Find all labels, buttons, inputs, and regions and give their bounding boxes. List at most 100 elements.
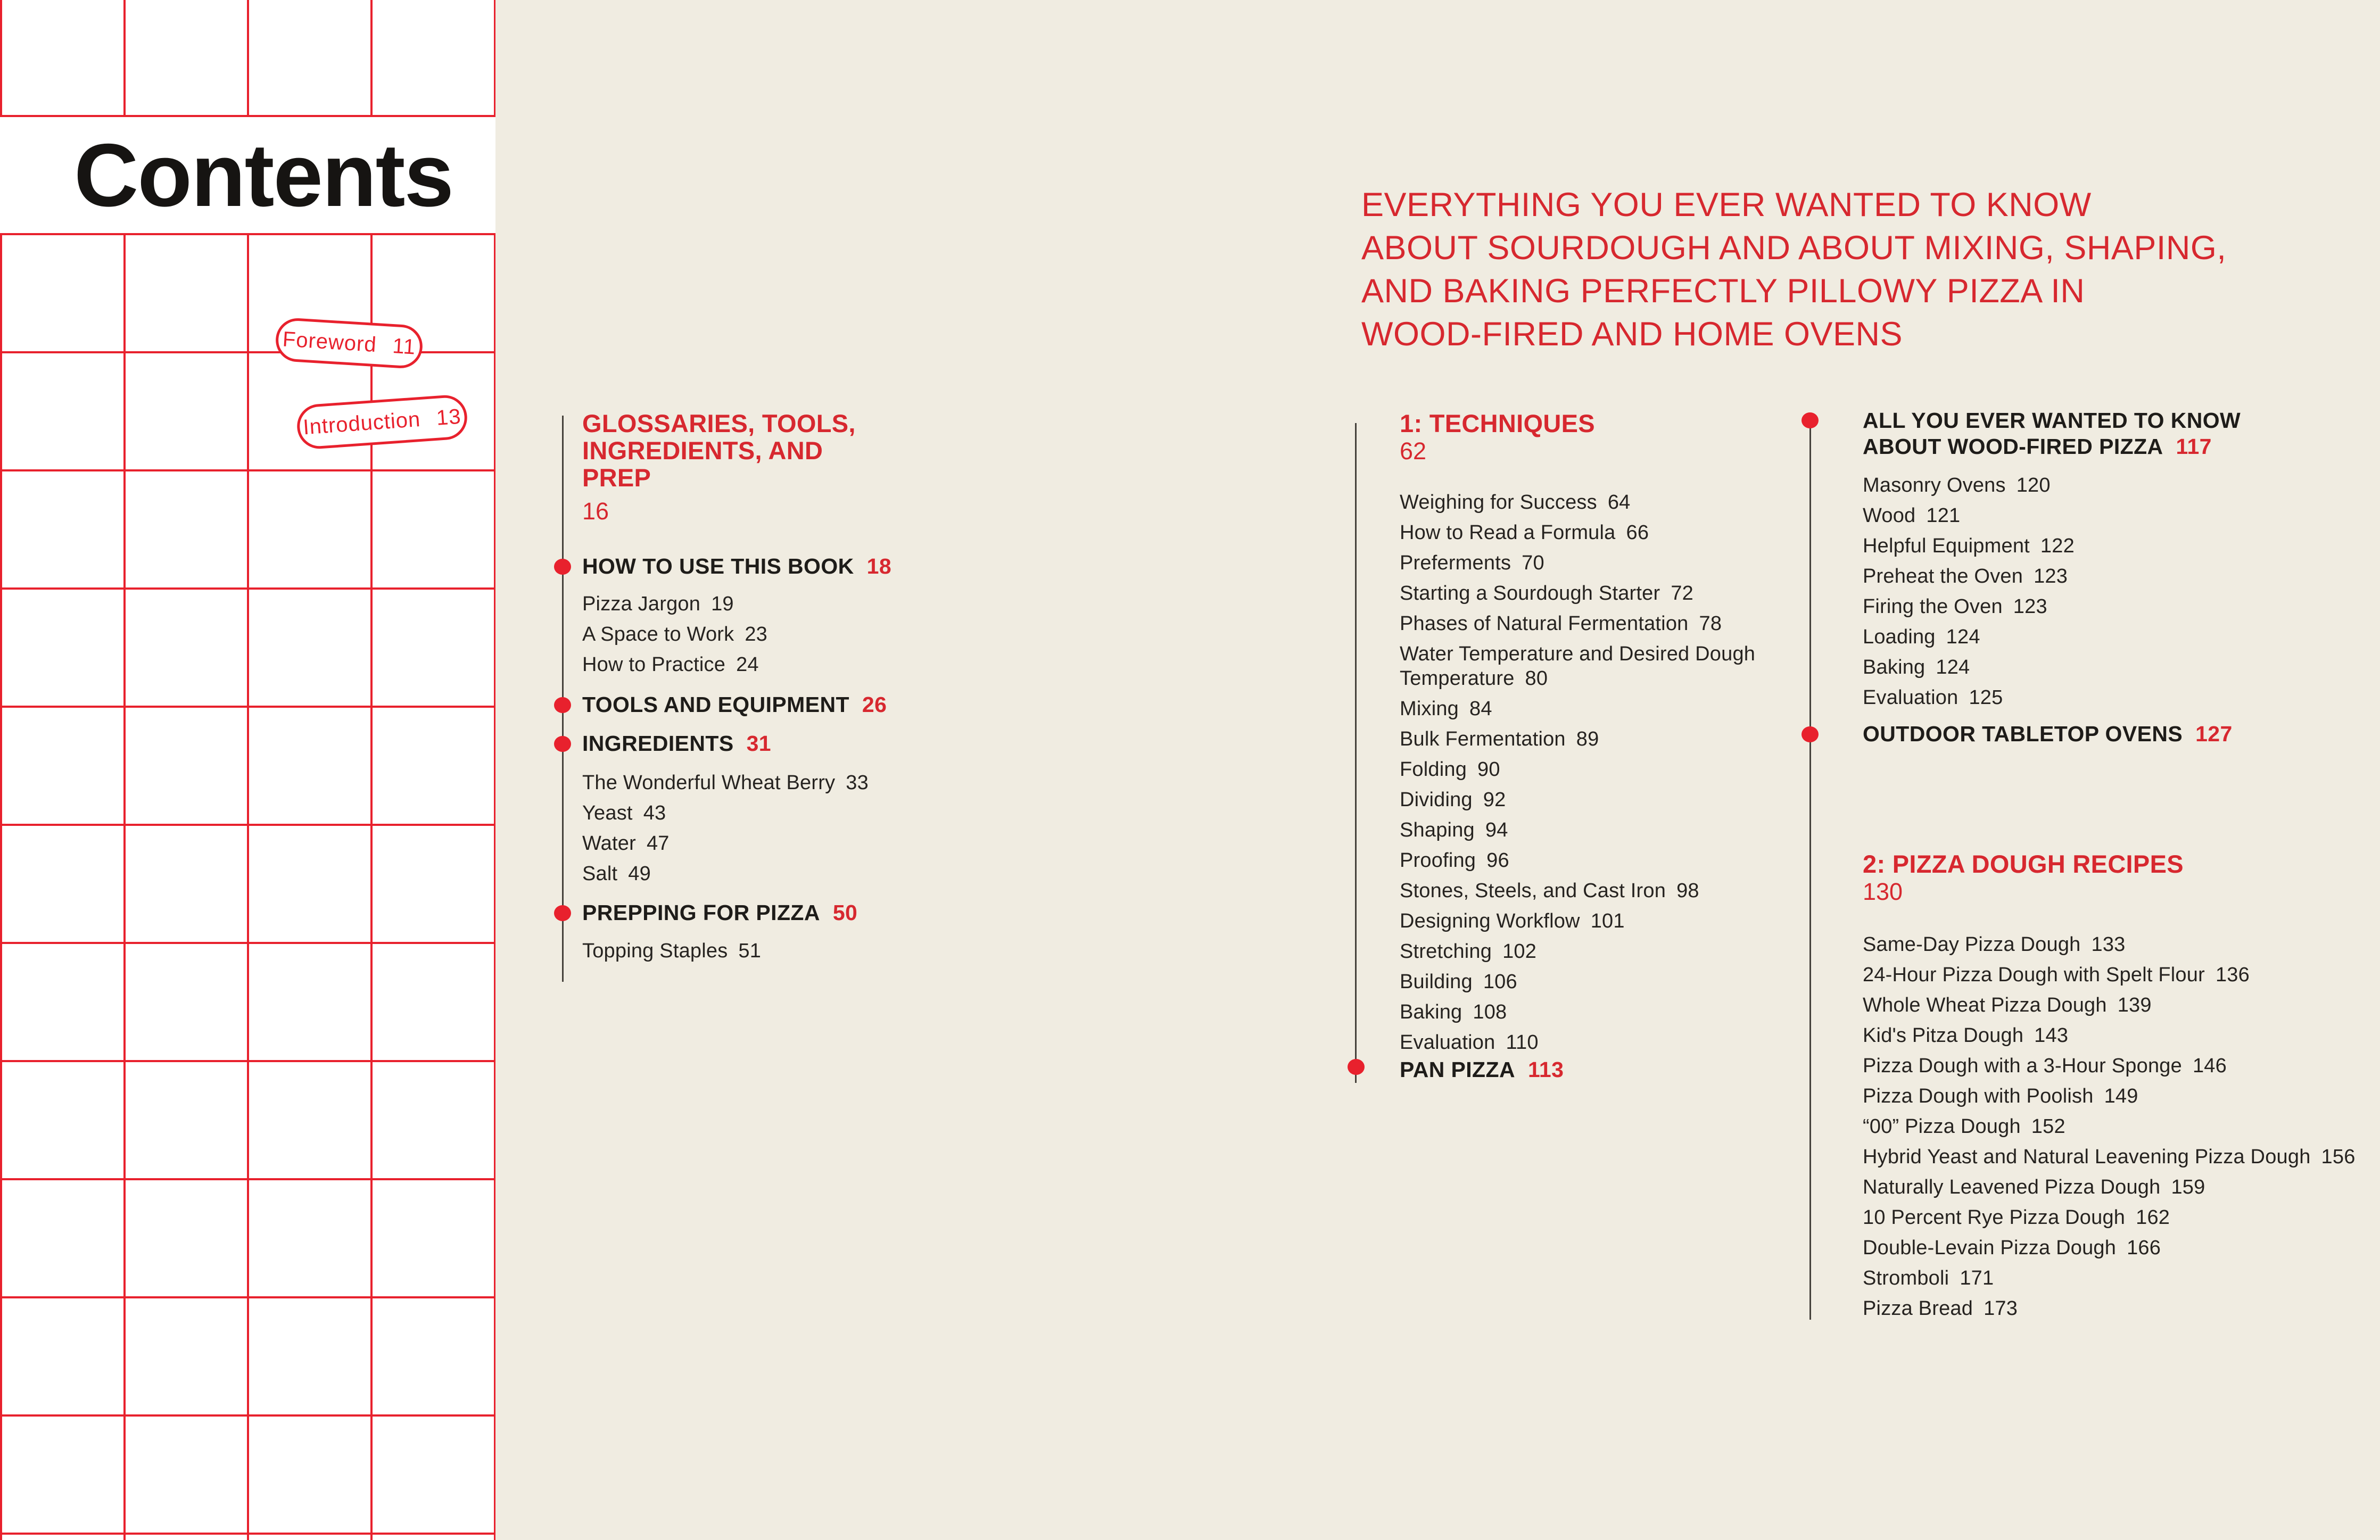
toc-item-label: 24-Hour Pizza Dough with Spelt Flour <box>1863 964 2205 986</box>
toc-item-page: 173 <box>1984 1297 2018 1320</box>
toc-item-page: 23 <box>745 623 767 645</box>
toc-item-page: 123 <box>2034 565 2068 587</box>
toc-item: The Wonderful Wheat Berry 33 <box>582 771 869 795</box>
toc-item-label: Loading <box>1863 626 1936 648</box>
toc-item-page: 96 <box>1486 849 1509 872</box>
toc-header-label: TOOLS AND EQUIPMENT <box>582 692 849 717</box>
toc-header-line: ALL YOU EVER WANTED TO KNOW <box>1863 408 2241 433</box>
toc-item-label: Yeast <box>582 802 633 824</box>
toc-item-label: Bulk Fermentation <box>1400 728 1566 750</box>
toc-item: Pizza Dough with a 3-Hour Sponge 146 <box>1863 1054 2356 1078</box>
toc-item-page: 110 <box>1506 1031 1539 1054</box>
toc-item-label: Stromboli <box>1863 1267 1949 1289</box>
toc-header-prepping-for-pizza: PREPPING FOR PIZZA 50 <box>582 900 857 925</box>
toc-item-page: 124 <box>1936 656 1970 678</box>
toc-item-page: 106 <box>1483 971 1517 993</box>
toc-item-page: 47 <box>646 832 670 855</box>
toc-item: A Space to Work 23 <box>582 622 767 647</box>
toc-item-page: 146 <box>2192 1055 2227 1077</box>
section-page-number: 62 <box>1400 437 1427 465</box>
toc-item: Double-Levain Pizza Dough 166 <box>1863 1236 2356 1260</box>
toc-item: Helpful Equipment 122 <box>1863 534 2075 558</box>
toc-item: Hybrid Yeast and Natural Leavening Pizza… <box>1863 1145 2356 1169</box>
toc-item-label: Naturally Leavened Pizza Dough <box>1863 1176 2161 1198</box>
toc-item-page: 143 <box>2034 1024 2069 1047</box>
section-title-glossaries: GLOSSARIES, TOOLS, INGREDIENTS, AND PREP <box>582 410 856 491</box>
introduction-label: Introduction <box>302 407 422 439</box>
toc-item: Weighing for Success 64 <box>1400 490 1772 515</box>
contents-title-band: Contents <box>0 117 495 233</box>
toc-item-label: Weighing for Success <box>1400 491 1597 514</box>
toc-item-label: Kid's Pitza Dough <box>1863 1024 2024 1047</box>
toc-item-page: 152 <box>2031 1115 2065 1138</box>
toc-item-label: Helpful Equipment <box>1863 535 2030 557</box>
toc-header-label: HOW TO USE THIS BOOK <box>582 554 854 578</box>
toc-item: Pizza Bread 173 <box>1863 1296 2356 1321</box>
section-title-techniques: 1: TECHNIQUES <box>1400 409 1595 437</box>
toc-item: Salt 49 <box>582 862 869 886</box>
toc-item-page: 80 <box>1525 667 1548 690</box>
toc-item: Shaping 94 <box>1400 818 1772 842</box>
toc-item-page: 121 <box>1926 504 1961 527</box>
toc-item-list: Same-Day Pizza Dough 133 24-Hour Pizza Do… <box>1863 932 2356 1327</box>
toc-item-page: 70 <box>1522 552 1544 574</box>
toc-item-page: 122 <box>2040 535 2075 557</box>
toc-item-page: 156 <box>2321 1146 2356 1168</box>
toc-item: Stretching 102 <box>1400 939 1772 964</box>
toc-header-tools-and-equipment: TOOLS AND EQUIPMENT 26 <box>582 692 887 717</box>
toc-item-label: Topping Staples <box>582 940 728 962</box>
toc-item-page: 123 <box>2013 595 2047 618</box>
column3-rule <box>1809 426 1811 1320</box>
bullet-icon <box>1348 1059 1365 1075</box>
headline: EVERYTHING YOU EVER WANTED TO KNOW ABOUT… <box>1361 184 2226 356</box>
toc-item-label: The Wonderful Wheat Berry <box>582 772 836 794</box>
toc-item-page: 120 <box>2016 474 2051 496</box>
toc-header-line: ABOUT WOOD-FIRED PIZZA 117 <box>1863 434 2212 459</box>
toc-item-page: 102 <box>1502 940 1537 963</box>
toc-item-label: Baking <box>1863 656 1926 678</box>
toc-item-page: 64 <box>1607 491 1631 514</box>
bullet-icon <box>1801 412 1819 428</box>
toc-item-label: Masonry Ovens <box>1863 474 2006 496</box>
toc-item-page: 101 <box>1590 910 1625 932</box>
toc-item: Starting a Sourdough Starter 72 <box>1400 581 1772 606</box>
grid-panel: Contents Foreword 11 Introduction 13 <box>0 0 495 1540</box>
toc-item: Stones, Steels, and Cast Iron 98 <box>1400 879 1772 903</box>
bullet-icon <box>1801 726 1819 742</box>
toc-item-label: Pizza Dough with a 3-Hour Sponge <box>1863 1055 2182 1077</box>
toc-item: Same-Day Pizza Dough 133 <box>1863 932 2356 957</box>
toc-item-label: Wood <box>1863 504 1916 527</box>
toc-item: Designing Workflow 101 <box>1400 909 1772 933</box>
toc-item: Water Temperature and Desired Dough Temp… <box>1400 642 1772 691</box>
toc-item-page: 94 <box>1485 819 1508 841</box>
toc-item-label: Same-Day Pizza Dough <box>1863 933 2081 956</box>
toc-item-list: The Wonderful Wheat Berry 33 Yeast 43 Wate… <box>582 771 869 892</box>
toc-item-label: Pizza Dough with Poolish <box>1863 1085 2094 1107</box>
toc-item-list: Topping Staples 51 <box>582 939 761 969</box>
section-title-line: INGREDIENTS, AND <box>582 436 823 465</box>
toc-item-label: “00” Pizza Dough <box>1863 1115 2021 1138</box>
toc-header-wood-fired-pizza: ALL YOU EVER WANTED TO KNOW ABOUT WOOD-F… <box>1863 408 2241 460</box>
toc-item: Preferments 70 <box>1400 551 1772 575</box>
toc-item-label: Proofing <box>1400 849 1476 872</box>
toc-item-label: Whole Wheat Pizza Dough <box>1863 994 2107 1016</box>
toc-item-page: 90 <box>1477 758 1500 781</box>
toc-item: Naturally Leavened Pizza Dough 159 <box>1863 1175 2356 1199</box>
toc-item-label: Baking <box>1400 1001 1462 1023</box>
toc-item-label: Firing the Oven <box>1863 595 2003 618</box>
toc-item-page: 133 <box>2091 933 2126 956</box>
toc-item: Water 47 <box>582 831 869 856</box>
toc-item-label: Mixing <box>1400 698 1459 720</box>
toc-header-outdoor-tabletop-ovens: OUTDOOR TABLETOP OVENS 127 <box>1863 722 2233 747</box>
toc-item-label: Pizza Bread <box>1863 1297 1973 1320</box>
toc-item: How to Practice 24 <box>582 652 767 677</box>
toc-item-page: 92 <box>1483 789 1506 811</box>
toc-item-label: Stretching <box>1400 940 1492 963</box>
toc-item-label: Evaluation <box>1863 686 1958 709</box>
toc-item: Masonry Ovens 120 <box>1863 473 2075 498</box>
bullet-icon <box>554 736 571 752</box>
column2-rule <box>1355 423 1357 1083</box>
toc-header-page: 50 <box>832 900 858 925</box>
foreword-stamp: Foreword 11 <box>274 317 424 370</box>
toc-item: “00” Pizza Dough 152 <box>1863 1114 2356 1139</box>
